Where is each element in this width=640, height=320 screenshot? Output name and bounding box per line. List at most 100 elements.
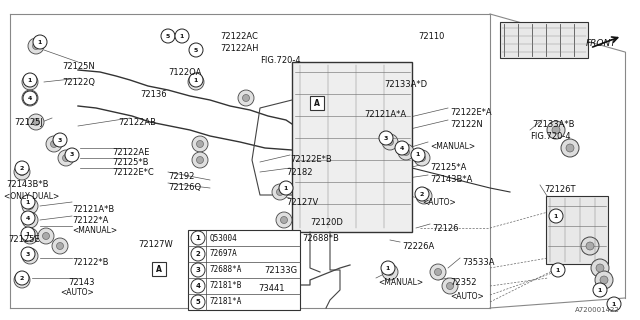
Text: 5: 5 [166, 34, 170, 38]
Circle shape [414, 150, 430, 166]
Circle shape [26, 78, 33, 85]
Text: A: A [314, 99, 320, 108]
Text: 1: 1 [556, 268, 560, 273]
Text: 72122AC: 72122AC [220, 32, 258, 41]
Circle shape [26, 252, 33, 260]
Circle shape [276, 188, 284, 196]
Circle shape [38, 228, 54, 244]
Text: 1: 1 [612, 301, 616, 307]
Circle shape [58, 150, 74, 166]
Text: 2: 2 [20, 165, 24, 171]
Circle shape [279, 181, 293, 195]
Circle shape [191, 263, 205, 277]
Circle shape [189, 73, 203, 87]
Text: A: A [156, 265, 162, 274]
Circle shape [447, 283, 454, 290]
Circle shape [442, 278, 458, 294]
Circle shape [22, 90, 38, 106]
Text: 2: 2 [196, 251, 200, 257]
Circle shape [435, 268, 442, 276]
Text: 72697A: 72697A [210, 250, 237, 259]
Circle shape [419, 155, 426, 162]
Circle shape [15, 161, 29, 175]
Circle shape [551, 263, 565, 277]
Text: 1: 1 [554, 213, 558, 219]
Circle shape [23, 73, 37, 87]
Circle shape [19, 276, 26, 284]
Circle shape [191, 279, 205, 293]
Circle shape [33, 118, 40, 125]
Circle shape [549, 209, 563, 223]
Text: 5: 5 [194, 47, 198, 52]
Text: FRONT: FRONT [586, 39, 617, 49]
Circle shape [65, 148, 79, 162]
Text: 72125*A: 72125*A [430, 163, 467, 172]
Circle shape [430, 264, 446, 280]
Circle shape [22, 198, 38, 214]
Text: 72125J: 72125J [14, 118, 43, 127]
Text: 72110: 72110 [418, 32, 444, 41]
Text: 72121A*A: 72121A*A [364, 110, 406, 119]
Text: 72126: 72126 [432, 224, 458, 233]
Text: 1: 1 [26, 231, 30, 236]
Text: 1: 1 [28, 77, 32, 83]
Circle shape [596, 264, 604, 272]
Circle shape [175, 29, 189, 43]
Circle shape [22, 248, 38, 264]
Bar [500, 22, 588, 58]
Circle shape [52, 238, 68, 254]
Circle shape [26, 94, 33, 101]
Text: 72122E*A: 72122E*A [450, 108, 492, 117]
Circle shape [387, 268, 394, 276]
Text: 72122AH: 72122AH [220, 44, 259, 53]
Text: 72226A: 72226A [402, 242, 435, 251]
Circle shape [398, 144, 414, 160]
Bar [152, 262, 166, 276]
Circle shape [63, 155, 70, 162]
Circle shape [600, 276, 608, 284]
Text: 72122*A: 72122*A [72, 216, 108, 225]
Text: 4: 4 [400, 146, 404, 150]
Text: <MANUAL>: <MANUAL> [378, 278, 423, 287]
Text: 72126T: 72126T [544, 185, 575, 194]
Text: 72133A*D: 72133A*D [384, 80, 427, 89]
Text: 72125*B: 72125*B [112, 158, 148, 167]
Text: 72121A*B: 72121A*B [72, 205, 115, 214]
Text: 4: 4 [195, 283, 200, 289]
Circle shape [566, 144, 574, 152]
Text: 1: 1 [26, 199, 30, 204]
Text: 1: 1 [194, 77, 198, 83]
Circle shape [14, 272, 30, 288]
Circle shape [411, 148, 425, 162]
Text: 72133A*B: 72133A*B [532, 120, 575, 129]
Text: 72126Q: 72126Q [168, 183, 201, 192]
Bar [546, 196, 608, 264]
Text: 72127W: 72127W [138, 240, 173, 249]
Text: 4: 4 [28, 95, 32, 100]
Circle shape [276, 212, 292, 228]
Circle shape [196, 140, 204, 148]
Circle shape [395, 141, 409, 155]
Text: 5: 5 [196, 299, 200, 305]
Text: FIG.720-4: FIG.720-4 [530, 132, 571, 141]
Circle shape [28, 38, 44, 54]
Circle shape [15, 271, 29, 285]
Circle shape [420, 193, 428, 199]
Text: 3: 3 [384, 135, 388, 140]
Text: 2: 2 [420, 191, 424, 196]
Text: 72143B*B: 72143B*B [6, 180, 49, 189]
Text: 72122*B: 72122*B [72, 258, 109, 267]
Bar [188, 230, 300, 310]
Circle shape [381, 261, 395, 275]
Circle shape [22, 212, 38, 228]
Text: 72122AE: 72122AE [112, 148, 149, 157]
Circle shape [238, 90, 254, 106]
Text: 1: 1 [196, 235, 200, 241]
Circle shape [581, 237, 599, 255]
Circle shape [21, 195, 35, 209]
Circle shape [403, 148, 410, 156]
Text: 3: 3 [26, 252, 30, 257]
Text: <MANUAL>: <MANUAL> [430, 142, 475, 151]
Circle shape [415, 187, 429, 201]
Text: <AUTO>: <AUTO> [422, 198, 456, 207]
